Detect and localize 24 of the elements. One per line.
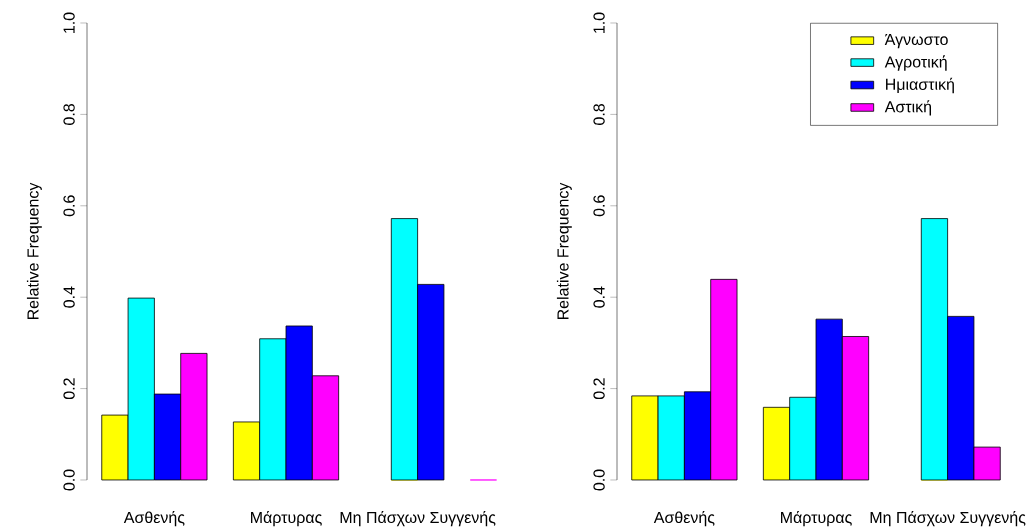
legend-label: Αστική [884, 100, 932, 116]
x-tick-label: Ασθενής [653, 511, 715, 527]
legend-label: Ημιαστική [886, 78, 954, 94]
y-tick-label: 0.4 [63, 286, 75, 308]
y-tick-label: 0.2 [593, 378, 605, 400]
x-tick-label: Μάρτυρας [781, 511, 852, 527]
legend-label: Αγροτική [884, 55, 947, 71]
y-tick-label: 0.8 [63, 104, 75, 126]
y-tick-label: 1.0 [63, 12, 75, 34]
y-tick-label: 0.4 [593, 286, 605, 308]
y-tick-label: 0.6 [63, 195, 75, 217]
y-tick-label: 0.6 [593, 195, 605, 217]
y-tick-label: 0.2 [63, 378, 75, 400]
y-axis-title: Relative Frequency [26, 182, 42, 320]
x-tick-label: Μάρτυρας [251, 511, 322, 527]
y-tick-label: 1.0 [593, 12, 605, 34]
y-tick-label: 0.0 [593, 469, 605, 491]
y-tick-label: 0.0 [63, 469, 75, 491]
x-tick-label: Ασθενής [123, 511, 185, 527]
x-tick-label: Μη Πάσχων Συγγενής [340, 511, 496, 527]
y-axis-title: Relative Frequency [556, 182, 572, 320]
legend-label: Άγνωστο [884, 34, 948, 49]
x-tick-label: Μη Πάσχων Συγγενής [870, 511, 1026, 527]
y-tick-label: 0.8 [593, 104, 605, 126]
